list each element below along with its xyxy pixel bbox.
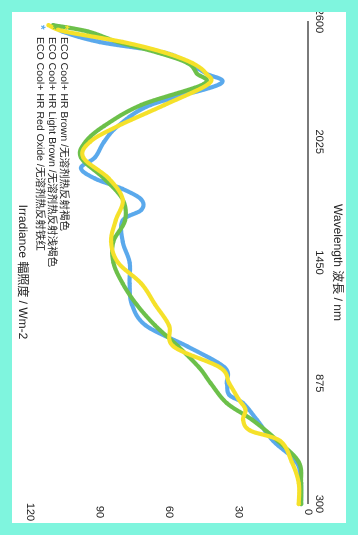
data-point-light-brown <box>250 417 255 423</box>
data-point-brown <box>166 323 172 328</box>
x-tick-label: 2600 <box>313 12 325 33</box>
data-point-light-brown <box>120 281 125 286</box>
data-point-brown <box>296 480 301 486</box>
y-tick-label: 60 <box>163 506 175 518</box>
data-point-light-brown <box>152 323 158 328</box>
data-point-light-brown <box>224 401 230 406</box>
data-point-red-oxide <box>127 260 132 265</box>
data-point-red-oxide <box>217 81 223 87</box>
data-point-brown <box>152 302 158 307</box>
data-point-red-oxide <box>78 165 84 171</box>
data-point-light-brown <box>194 71 199 76</box>
y-tick-label: 30 <box>233 506 245 518</box>
data-point-brown <box>108 239 114 244</box>
data-point-brown <box>240 417 246 423</box>
y-tick-label: 120 <box>24 503 36 521</box>
data-point-brown <box>217 365 223 370</box>
data-point-red-oxide <box>101 139 107 144</box>
data-point-brown <box>120 39 125 45</box>
y-axis-title: Irradiance 輻照度 / Wm-2 <box>16 205 31 340</box>
x-axis-title: Wavelength 波長 / nm <box>331 204 345 321</box>
legend-marker-light-brown: * <box>46 25 60 30</box>
chart-panel: 300 875 1450 2025 2600 0 30 60 90 120 Wavelength 波… <box>12 12 346 523</box>
legend-marker-brown: * <box>58 25 72 30</box>
data-point-brown <box>62 29 67 34</box>
legend-label-red-oxide: ECO Cool+ HR Red Oxide /无溶剂热反射铁红 <box>34 37 47 251</box>
series-line-light-brown <box>51 23 304 507</box>
data-point-red-oxide <box>227 392 232 397</box>
data-point-brown <box>289 459 294 465</box>
x-tick-label: 300 <box>313 495 325 513</box>
data-point-brown <box>139 281 144 286</box>
data-point-brown <box>120 197 125 202</box>
data-point-brown <box>81 155 86 160</box>
data-point-red-oxide <box>127 281 132 286</box>
legend-label-light-brown: ECO Cool+ HR Light Brown /无溶剂热反射浅褐色 <box>46 37 59 268</box>
legend-marker-red-oxide: * <box>34 25 48 30</box>
data-point-light-brown <box>134 302 139 307</box>
data-point-brown <box>106 176 112 181</box>
data-point-red-oxide <box>120 186 125 192</box>
data-point-red-oxide <box>92 176 98 181</box>
data-point-brown <box>115 123 121 129</box>
data-point-brown <box>162 50 167 55</box>
data-point-red-oxide <box>185 344 190 349</box>
x-tick-label: 2025 <box>313 130 325 154</box>
data-point-brown <box>88 139 93 144</box>
x-tick-label: 1450 <box>313 250 325 274</box>
data-point-brown <box>190 60 195 66</box>
legend-label-brown: ECO Cool+ HR Brown /无溶剂热反射褐色 <box>58 37 71 231</box>
data-point-brown <box>278 438 283 444</box>
data-point-light-brown <box>196 365 202 370</box>
data-point-red-oxide <box>143 323 148 328</box>
data-point-light-brown <box>111 260 116 265</box>
line-chart: 300 875 1450 2025 2600 0 30 60 90 120 Wavelength 波… <box>16 12 345 521</box>
data-point-brown <box>206 81 211 87</box>
data-point-brown <box>203 71 209 76</box>
data-point-brown <box>46 23 51 28</box>
data-point-brown <box>115 260 121 265</box>
data-point-brown <box>236 396 241 402</box>
data-point-light-brown <box>101 123 107 129</box>
data-point-light-brown <box>122 218 128 223</box>
data-point-red-oxide <box>97 39 102 45</box>
data-point-brown <box>243 407 248 412</box>
data-point-red-oxide <box>129 302 135 307</box>
data-point-brown <box>113 218 118 223</box>
data-point-brown <box>296 501 301 507</box>
data-point-light-brown <box>296 459 301 465</box>
data-point-red-oxide <box>120 239 125 244</box>
data-point-brown <box>227 381 232 386</box>
data-point-light-brown <box>85 29 91 34</box>
data-point-light-brown <box>208 381 213 386</box>
data-point-red-oxide <box>139 207 144 213</box>
data-point-red-oxide <box>92 155 98 160</box>
data-point-light-brown <box>139 102 144 108</box>
data-point-brown <box>171 344 176 349</box>
y-tick-label: 90 <box>94 506 106 518</box>
data-point-red-oxide <box>139 197 144 202</box>
data-point-brown <box>162 102 167 108</box>
y-tick-label: 0 <box>302 509 314 515</box>
data-point-brown <box>247 428 253 433</box>
x-tick-label: 875 <box>313 374 325 392</box>
